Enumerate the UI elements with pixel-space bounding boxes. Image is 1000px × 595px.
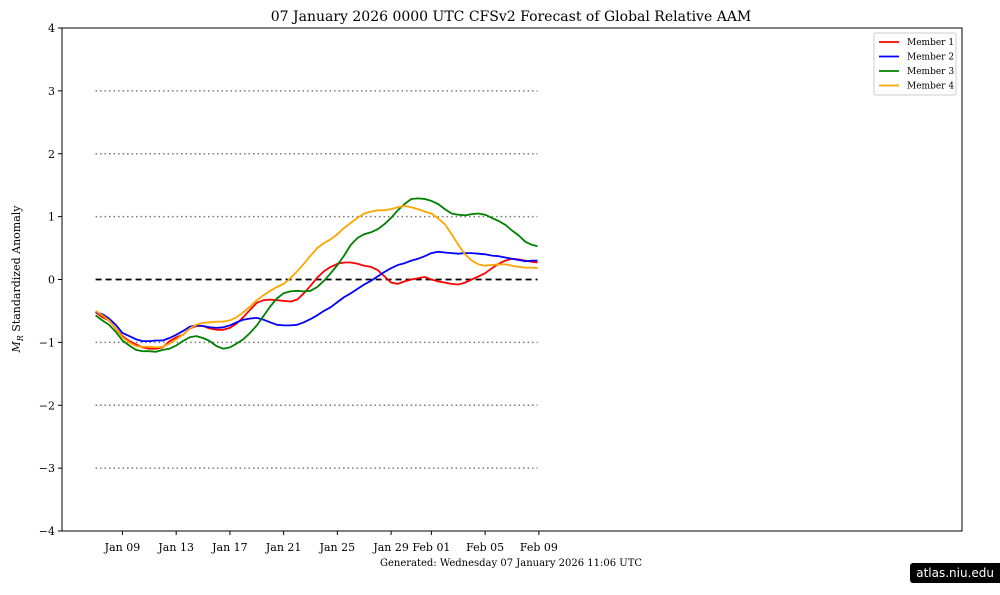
legend-label-member-2: Member 2 — [907, 53, 954, 63]
y-tick-label: −3 — [39, 462, 55, 475]
legend-label-member-1: Member 1 — [907, 38, 954, 48]
series-line-member-3 — [95, 197, 538, 353]
y-tick-label: 3 — [48, 85, 55, 98]
watermark-badge: atlas.niu.edu — [910, 563, 1000, 583]
x-tick-label: Feb 09 — [520, 541, 558, 554]
legend-label-member-3: Member 3 — [907, 67, 954, 77]
x-tick-label: Jan 09 — [104, 541, 141, 554]
y-tick-label: −2 — [39, 399, 55, 412]
generated-timestamp: Generated: Wednesday 07 January 2026 11:… — [380, 558, 642, 569]
y-axis-label-main: M — [10, 341, 23, 354]
series-lines — [95, 197, 538, 353]
legend-label-member-4: Member 4 — [907, 82, 954, 92]
legend: Member 1 Member 2 Member 3 Member 4 — [873, 32, 957, 96]
x-axis: Jan 09 Jan 13 Jan 17 Jan 21 Jan 25 Jan 29 Feb … — [104, 531, 558, 554]
plot-frame — [61, 27, 963, 532]
series-line-member-4 — [95, 204, 538, 349]
series-line-member-1 — [95, 257, 538, 350]
y-tick-label: 2 — [48, 148, 55, 161]
y-axis-label-rest: Standardized Anomaly — [10, 205, 23, 336]
chart-title: 07 January 2026 0000 UTC CFSv2 Forecast … — [271, 9, 752, 25]
x-tick-label: Jan 29 — [372, 541, 409, 554]
y-tick-label: −1 — [39, 336, 55, 349]
x-tick-label: Jan 17 — [211, 541, 248, 554]
plot-area — [61, 27, 963, 532]
y-tick-label: 4 — [48, 22, 55, 35]
y-axis-label: MR Standardized Anomaly — [10, 205, 25, 354]
x-tick-label: Feb 05 — [466, 541, 504, 554]
y-tick-label: 0 — [48, 274, 55, 287]
y-axis: −4 −3 −2 −1 0 1 2 3 4 — [39, 22, 62, 538]
x-tick-label: Jan 21 — [265, 541, 302, 554]
y-tick-label: 1 — [48, 211, 55, 224]
y-axis-label-sub: R — [16, 335, 25, 342]
x-tick-label: Jan 25 — [319, 541, 356, 554]
legend-box — [873, 32, 957, 96]
x-tick-label: Feb 01 — [412, 541, 450, 554]
y-tick-label: −4 — [39, 525, 55, 538]
x-tick-label: Jan 13 — [157, 541, 194, 554]
